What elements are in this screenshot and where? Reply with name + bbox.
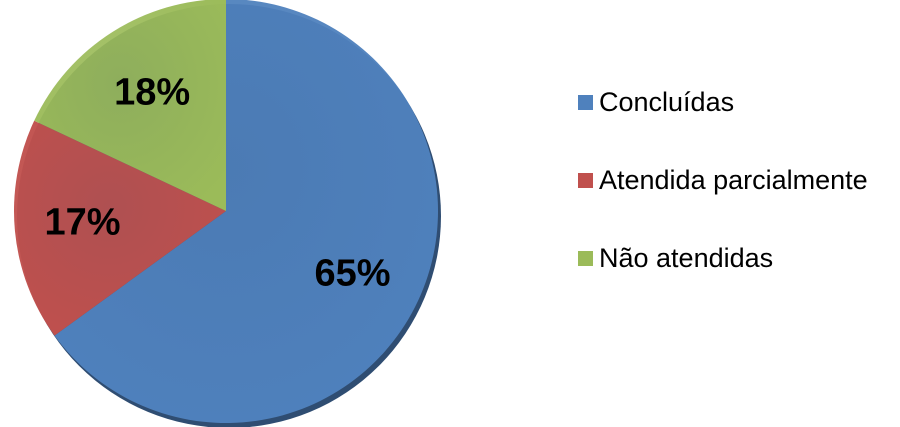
legend-item-concluidas: Concluídas xyxy=(578,78,898,126)
legend: Concluídas Atendida parcialmente Não ate… xyxy=(578,78,898,312)
legend-swatch-nao-atendidas xyxy=(578,250,593,266)
pie-label-nao-atendidas: 18% xyxy=(114,72,190,114)
pie-label-concluidas: 65% xyxy=(315,253,391,295)
pie-slice-concluidas xyxy=(54,0,438,423)
legend-label-concluidas: Concluídas xyxy=(599,86,735,117)
legend-swatch-atendida-parcialmente xyxy=(578,172,593,188)
legend-item-nao-atendidas: Não atendidas xyxy=(578,234,898,282)
legend-label-nao-atendidas: Não atendidas xyxy=(599,242,774,273)
pie-slice-nao-atendidas xyxy=(34,0,226,211)
pie-slice-atendida-parcialmente xyxy=(14,120,227,336)
pie-chart: 65% 17% 18% xyxy=(14,0,441,427)
legend-item-atendida-parcialmente: Atendida parcialmente xyxy=(578,156,898,204)
pie-label-atendida-parcialmente: 17% xyxy=(44,202,120,244)
legend-label-atendida-parcialmente: Atendida parcialmente xyxy=(599,164,868,195)
legend-swatch-concluidas xyxy=(578,94,593,110)
